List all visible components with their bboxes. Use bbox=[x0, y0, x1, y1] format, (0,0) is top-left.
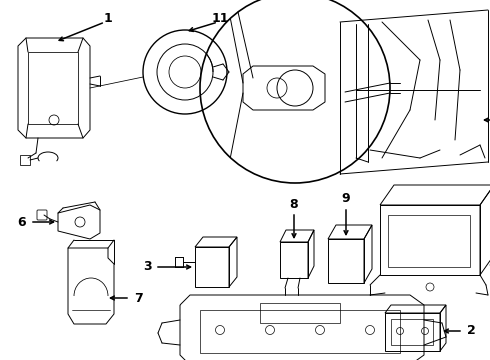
Text: 8: 8 bbox=[290, 198, 298, 211]
Text: 3: 3 bbox=[143, 261, 151, 274]
Text: 7: 7 bbox=[134, 292, 143, 305]
Text: 9: 9 bbox=[342, 193, 350, 206]
Text: 6: 6 bbox=[18, 216, 26, 229]
Text: 2: 2 bbox=[466, 324, 475, 338]
Text: 11: 11 bbox=[211, 12, 229, 24]
Text: 1: 1 bbox=[103, 12, 112, 24]
